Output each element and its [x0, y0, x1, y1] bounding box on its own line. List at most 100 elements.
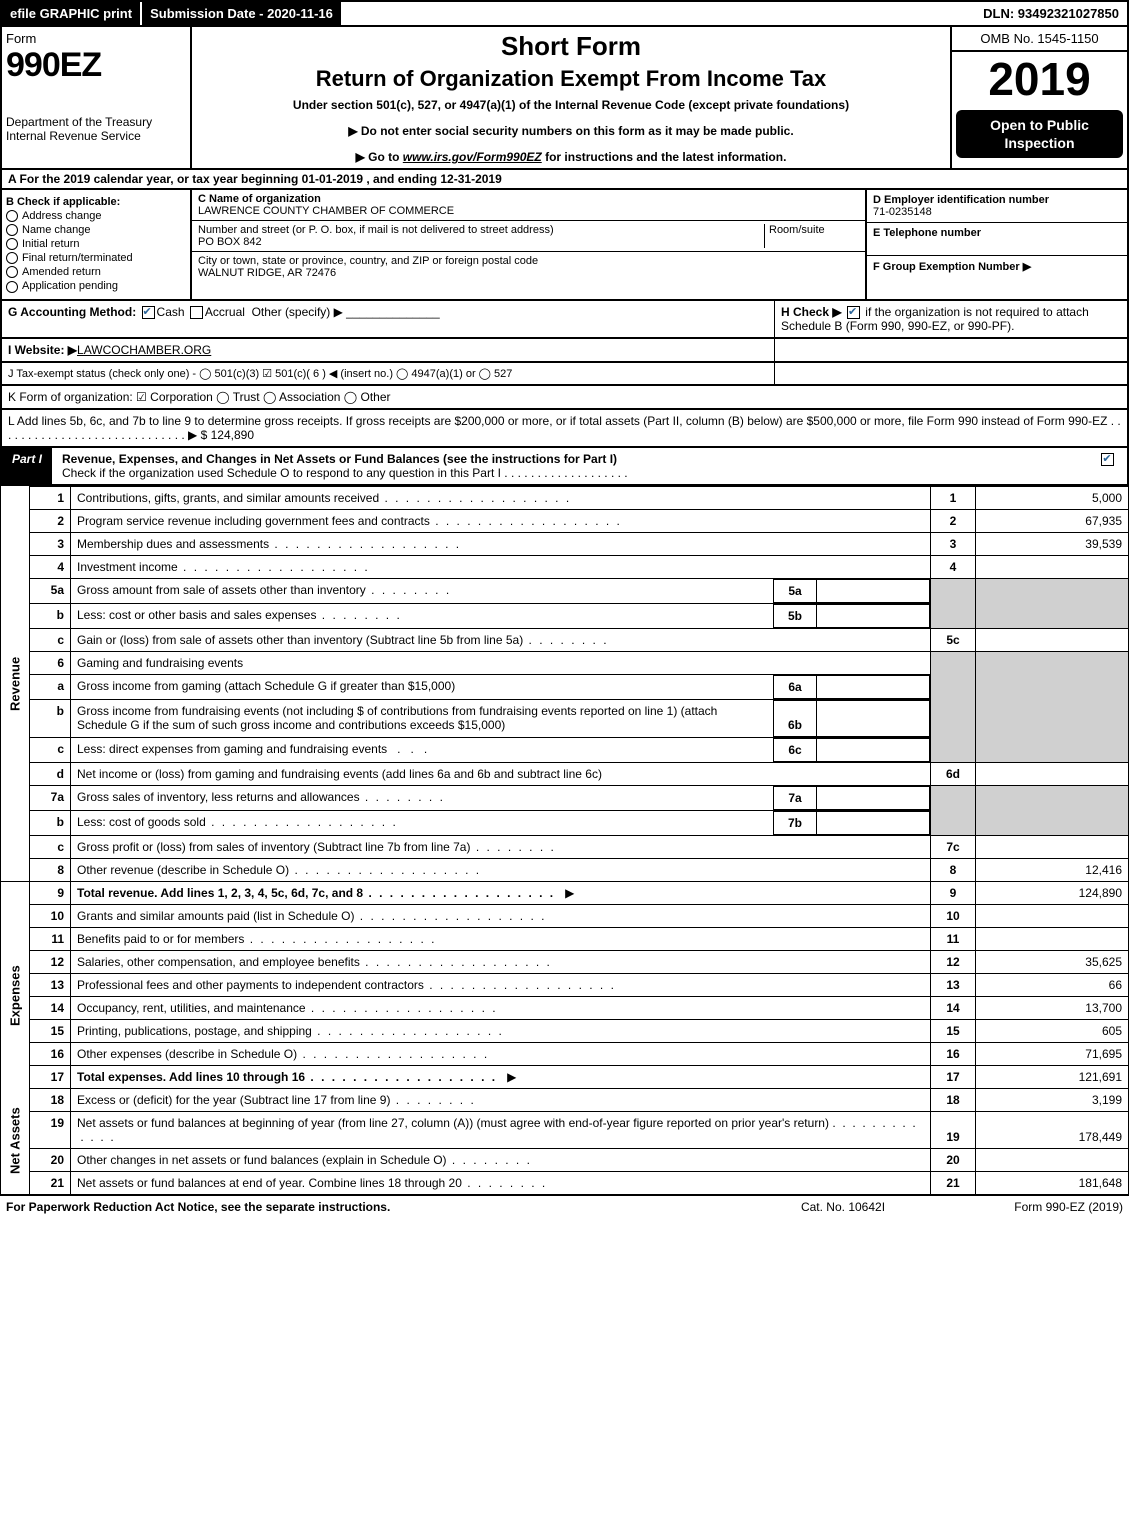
return-title: Return of Organization Exempt From Incom…: [200, 66, 942, 92]
ln-7c-val: [976, 835, 1129, 858]
chk-amended[interactable]: [6, 266, 18, 278]
ln-5a-in: 5a: [774, 579, 817, 602]
chk-initial[interactable]: [6, 238, 18, 250]
part-i-title-text: Revenue, Expenses, and Changes in Net As…: [62, 452, 617, 466]
ln-12-desc: Salaries, other compensation, and employ…: [77, 955, 552, 969]
opt-name-change: Name change: [22, 224, 91, 236]
part-i-title: Revenue, Expenses, and Changes in Net As…: [54, 448, 1087, 484]
irs-label: Internal Revenue Service: [6, 129, 186, 143]
ln-13-val: 66: [976, 973, 1129, 996]
org-name-label: C Name of organization: [198, 193, 859, 205]
ln-6a-desc: Gross income from gaming (attach Schedul…: [71, 675, 774, 698]
footer-left: For Paperwork Reduction Act Notice, see …: [6, 1200, 763, 1214]
row-k: K Form of organization: ☑ Corporation ◯ …: [0, 386, 1129, 410]
opt-other: Other (specify) ▶: [252, 305, 343, 319]
omb-number: OMB No. 1545-1150: [952, 27, 1127, 52]
box-c: C Name of organization LAWRENCE COUNTY C…: [192, 190, 865, 299]
footer-center: Cat. No. 10642I: [763, 1200, 923, 1214]
city-value: WALNUT RIDGE, AR 72476: [198, 267, 859, 279]
short-form-title: Short Form: [200, 31, 942, 62]
ln-7b-in: 7b: [774, 811, 817, 834]
ln-7a-in: 7a: [774, 786, 817, 809]
chk-address-change[interactable]: [6, 210, 18, 222]
ln-21-bn: 21: [931, 1171, 976, 1194]
ln-4-desc: Investment income: [77, 560, 370, 574]
ln-19-val: 178,449: [976, 1111, 1129, 1148]
part-i-label: Part I: [2, 448, 54, 484]
ln-5a-desc: Gross amount from sale of assets other t…: [77, 583, 451, 597]
ln-13-desc: Professional fees and other payments to …: [77, 978, 616, 992]
ln-10-bn: 10: [931, 904, 976, 927]
ln-16-val: 71,695: [976, 1042, 1129, 1065]
ln-5a-num: 5a: [30, 578, 71, 603]
ln-6d-val: [976, 762, 1129, 785]
l-text: L Add lines 5b, 6c, and 7b to line 9 to …: [8, 414, 1121, 442]
ln-18-desc: Excess or (deficit) for the year (Subtra…: [77, 1093, 476, 1107]
ln-10-val: [976, 904, 1129, 927]
chk-pending[interactable]: [6, 281, 18, 293]
goto-pre: ▶ Go to: [356, 150, 403, 164]
opt-pending: Application pending: [22, 280, 118, 292]
ln-14-num: 14: [30, 996, 71, 1019]
ln-15-desc: Printing, publications, postage, and shi…: [77, 1024, 504, 1038]
ln-2-val: 67,935: [976, 509, 1129, 532]
ln-6c-num: c: [30, 737, 71, 762]
tel-label: E Telephone number: [873, 227, 1121, 239]
opt-cash: Cash: [157, 305, 185, 319]
ln-15-num: 15: [30, 1019, 71, 1042]
chk-final[interactable]: [6, 252, 18, 264]
irs-link[interactable]: www.irs.gov/Form990EZ: [403, 150, 542, 164]
ln-19-bn: 19: [931, 1111, 976, 1148]
chk-accrual[interactable]: [190, 306, 203, 319]
row-gh: G Accounting Method: Cash Accrual Other …: [0, 301, 1129, 339]
ln-21-desc: Net assets or fund balances at end of ye…: [77, 1176, 547, 1190]
efile-print-button[interactable]: efile GRAPHIC print: [2, 2, 142, 25]
ln-7a-desc: Gross sales of inventory, less returns a…: [77, 790, 445, 804]
ln-15-val: 605: [976, 1019, 1129, 1042]
section-a-period: A For the 2019 calendar year, or tax yea…: [0, 170, 1129, 190]
chk-name-change[interactable]: [6, 224, 18, 236]
goto-post: for instructions and the latest informat…: [542, 150, 787, 164]
ln-6c-in: 6c: [774, 738, 817, 761]
ln-11-num: 11: [30, 927, 71, 950]
l-value: 124,890: [211, 428, 254, 442]
ln-8-num: 8: [30, 858, 71, 881]
box-def: D Employer identification number 71-0235…: [865, 190, 1127, 299]
ln-6-num: 6: [30, 651, 71, 674]
ln-18-bn: 18: [931, 1088, 976, 1111]
ln-6d-num: d: [30, 762, 71, 785]
chk-cash[interactable]: [142, 306, 155, 319]
info-grid: B Check if applicable: Address change Na…: [0, 190, 1129, 301]
ln-1-desc: Contributions, gifts, grants, and simila…: [77, 491, 571, 505]
ln-2-bn: 2: [931, 509, 976, 532]
ln-6c-desc: Less: direct expenses from gaming and fu…: [77, 742, 387, 756]
ln-2-num: 2: [30, 509, 71, 532]
chk-schedule-o[interactable]: [1101, 453, 1114, 466]
part-i-header: Part I Revenue, Expenses, and Changes in…: [0, 448, 1129, 486]
room-label: Room/suite: [764, 224, 859, 248]
page-footer: For Paperwork Reduction Act Notice, see …: [0, 1195, 1129, 1218]
dln-label: DLN: 93492321027850: [975, 2, 1127, 25]
ln-20-num: 20: [30, 1148, 71, 1171]
notice-line-1: ▶ Do not enter social security numbers o…: [200, 124, 942, 138]
ln-5b-in: 5b: [774, 604, 817, 627]
ln-9-num: 9: [30, 881, 71, 904]
ln-6-desc: Gaming and fundraising events: [71, 651, 931, 674]
ln-20-val: [976, 1148, 1129, 1171]
ln-14-val: 13,700: [976, 996, 1129, 1019]
form-header: Form 990EZ Department of the Treasury In…: [0, 27, 1129, 170]
chk-h[interactable]: [847, 306, 860, 319]
ln-5c-desc: Gain or (loss) from sale of assets other…: [77, 633, 609, 647]
ln-12-num: 12: [30, 950, 71, 973]
side-expenses: Expenses: [1, 904, 30, 1088]
ln-2-desc: Program service revenue including govern…: [77, 514, 622, 528]
org-name: LAWRENCE COUNTY CHAMBER OF COMMERCE: [198, 205, 859, 217]
ln-6a-in: 6a: [774, 675, 817, 698]
ln-7b-desc: Less: cost of goods sold: [77, 815, 398, 829]
ln-6b-in: 6b: [774, 700, 817, 736]
website-value[interactable]: LAWCOCHAMBER.ORG: [77, 343, 211, 357]
ln-5c-num: c: [30, 628, 71, 651]
ln-19-num: 19: [30, 1111, 71, 1148]
k-text: K Form of organization: ☑ Corporation ◯ …: [2, 386, 397, 408]
ln-12-val: 35,625: [976, 950, 1129, 973]
